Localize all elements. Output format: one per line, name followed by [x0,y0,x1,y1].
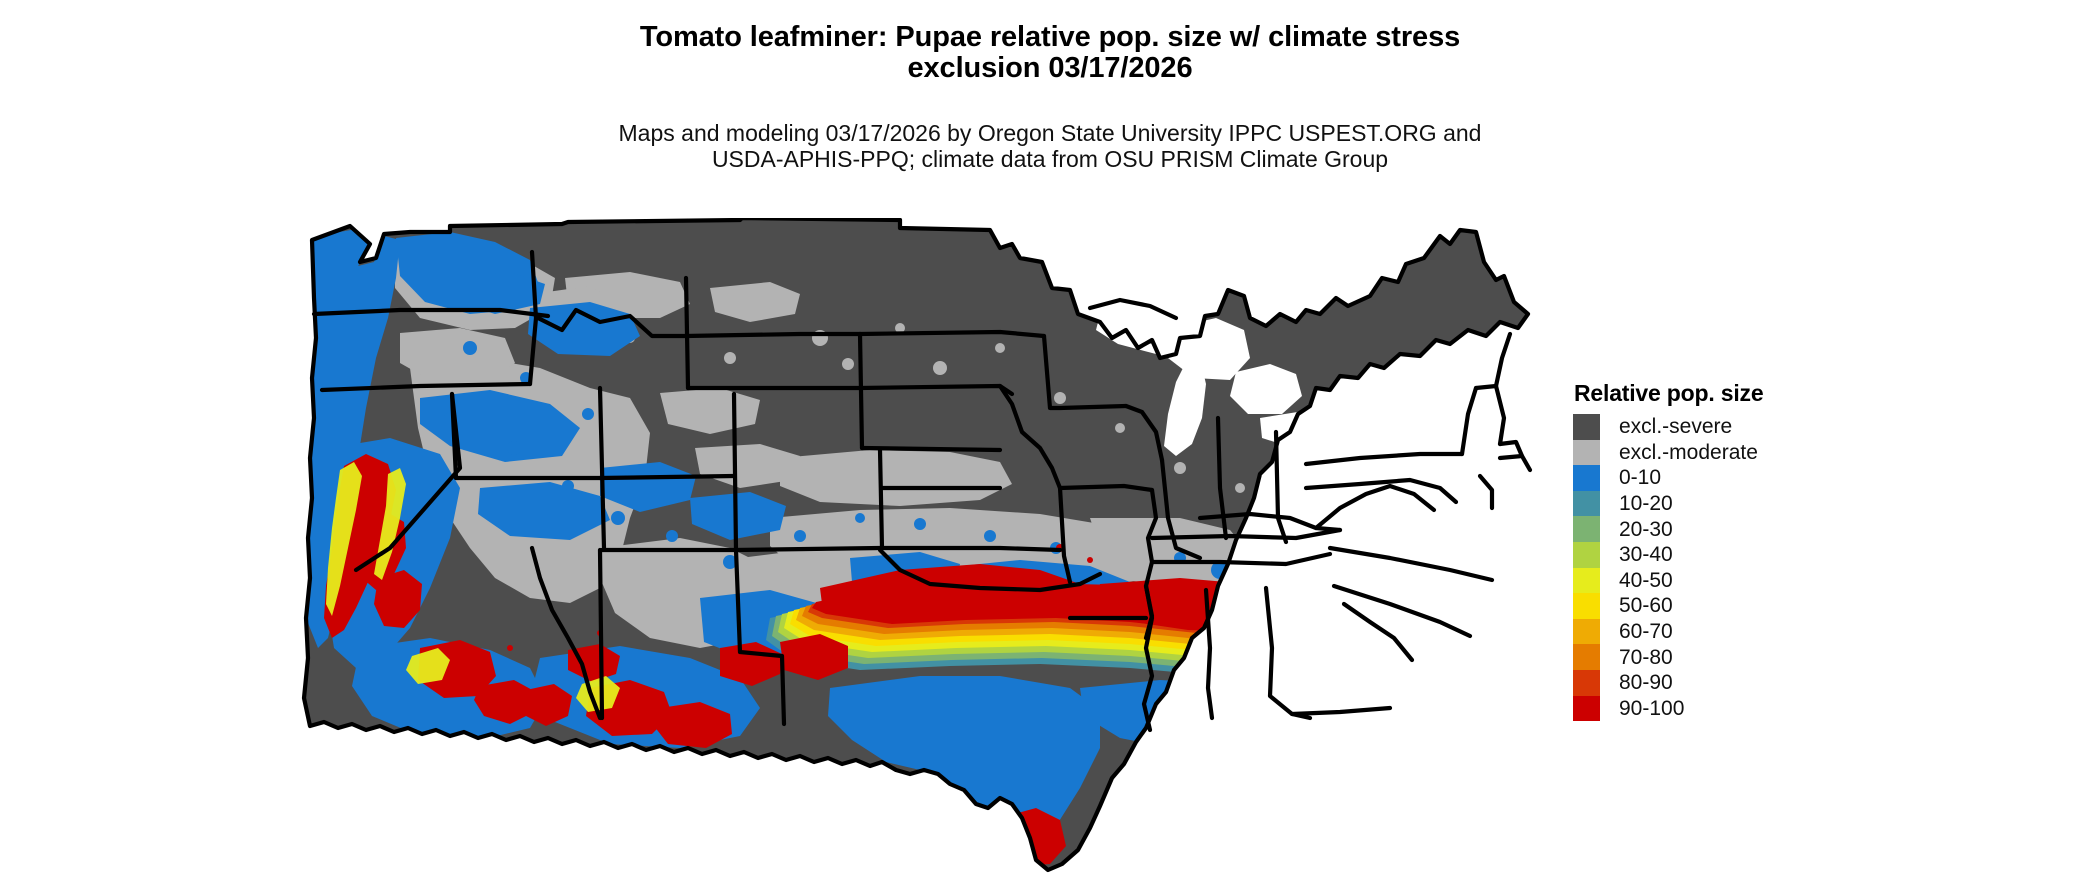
legend-swatch [1573,414,1600,440]
figure-title: Tomato leafminer: Pupae relative pop. si… [0,21,2100,85]
legend-swatch [1573,593,1600,619]
legend-swatch [1573,541,1600,568]
legend-item: excl.-moderate [1573,439,1903,466]
legend-item: 30-40 [1573,541,1903,568]
state-boundaries [301,218,1533,873]
legend-label: 40-50 [1619,568,1673,592]
legend-swatch [1573,695,1600,722]
legend-label: 50-60 [1619,594,1673,618]
figure-title-line1: Tomato leafminer: Pupae relative pop. si… [639,21,1461,53]
figure-subtitle-line1: Maps and modeling 03/17/2026 by Oregon S… [618,120,1482,146]
legend-label: 10-20 [1619,492,1673,516]
legend-item: 90-100 [1573,695,1903,722]
legend-item: 50-60 [1573,593,1903,619]
legend-label: 70-80 [1619,645,1673,669]
legend-swatch [1573,439,1600,466]
legend-swatch [1573,516,1600,542]
legend-item: 40-50 [1573,567,1903,594]
legend-label: excl.-moderate [1619,440,1758,464]
figure-subtitle-line2: USDA-APHIS-PPQ; climate data from OSU PR… [711,145,1389,172]
legend-label: excl.-severe [1619,415,1733,439]
figure-subtitle: Maps and modeling 03/17/2026 by Oregon S… [0,120,2100,173]
legend-swatch [1573,465,1600,491]
legend-swatch [1573,490,1600,517]
legend-label: 30-40 [1619,543,1673,567]
legend-item: 60-70 [1573,618,1903,645]
legend: Relative pop. size excl.-severe excl.-mod… [1573,380,1903,722]
figure-title-line2: exclusion 03/17/2026 [907,52,1193,85]
legend-item: 0-10 [1573,465,1903,491]
legend-swatch [1573,567,1600,594]
legend-label: 0-10 [1619,466,1662,490]
legend-item: excl.-severe [1573,414,1903,440]
legend-title: Relative pop. size [1574,380,1764,406]
legend-label: 60-70 [1619,620,1673,644]
legend-swatch [1573,618,1600,645]
legend-swatch [1573,644,1600,670]
legend-items: excl.-severe excl.-moderate 0-10 10-20 20-30… [1573,414,1903,722]
legend-item: 70-80 [1573,644,1903,670]
legend-swatch [1573,669,1600,696]
legend-item: 80-90 [1573,669,1903,696]
legend-label: 90-100 [1619,696,1685,720]
legend-label: 80-90 [1619,671,1673,695]
map-container [300,218,1560,878]
legend-item: 20-30 [1573,516,1903,542]
legend-item: 10-20 [1573,490,1903,517]
united-states-map [301,218,1533,873]
legend-label: 20-30 [1619,517,1673,541]
